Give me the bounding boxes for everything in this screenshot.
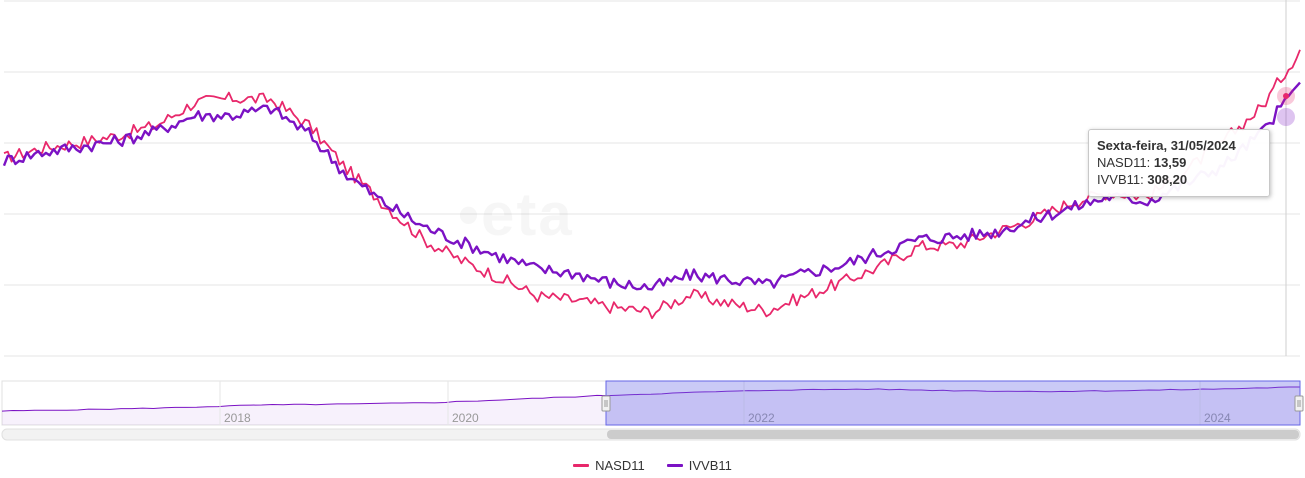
navigator: 2018 2020 2022 2024	[1, 380, 1304, 441]
navigator-line	[1, 386, 1300, 412]
tooltip-row-ivvb: IVVB11: 308,20	[1097, 171, 1261, 188]
legend: NASD11 IVVB11	[0, 458, 1305, 473]
tooltip: Sexta-feira, 31/05/2024 NASD11: 13,59 IV…	[1088, 129, 1270, 197]
navigator-handle-right[interactable]	[1294, 395, 1304, 412]
series-line-nasd11	[3, 49, 1301, 320]
legend-label-ivvb: IVVB11	[688, 458, 732, 473]
watermark-logo: •eta	[458, 180, 574, 249]
legend-item-ivvb[interactable]: IVVB11	[666, 458, 732, 473]
grid-lines	[4, 0, 1300, 357]
navigator-selection	[605, 380, 1301, 426]
legend-swatch-nasd	[573, 464, 590, 467]
hover-halo-ivvb	[1277, 108, 1295, 126]
navigator-year-label: 2020	[452, 411, 479, 425]
legend-label-nasd: NASD11	[595, 458, 645, 473]
series-line-ivvb11	[2, 81, 1301, 291]
tooltip-label-ivvb: IVVB11:	[1097, 172, 1148, 187]
scrollbar-thumb[interactable]	[607, 430, 1299, 439]
hover-markers	[1277, 87, 1295, 126]
plot-area	[2, 49, 1301, 320]
navigator-area	[2, 387, 1300, 425]
navigator-year-label: 2018	[224, 411, 251, 425]
tooltip-value-nasd: 13,59	[1153, 155, 1187, 170]
tooltip-date: Sexta-feira, 31/05/2024	[1097, 138, 1236, 153]
tooltip-value-ivvb: 308,20	[1147, 172, 1188, 187]
navigator-handle-left[interactable]	[601, 395, 611, 412]
legend-swatch-ivvb	[666, 464, 683, 467]
hover-point-nasd	[1283, 93, 1289, 99]
navigator-year-label: 2022	[748, 411, 775, 425]
tooltip-label-nasd: NASD11:	[1097, 155, 1154, 170]
tooltip-row-nasd: NASD11: 13,59	[1097, 154, 1261, 171]
legend-item-nasd[interactable]: NASD11	[573, 458, 645, 473]
navigator-year-label: 2024	[1204, 411, 1231, 425]
